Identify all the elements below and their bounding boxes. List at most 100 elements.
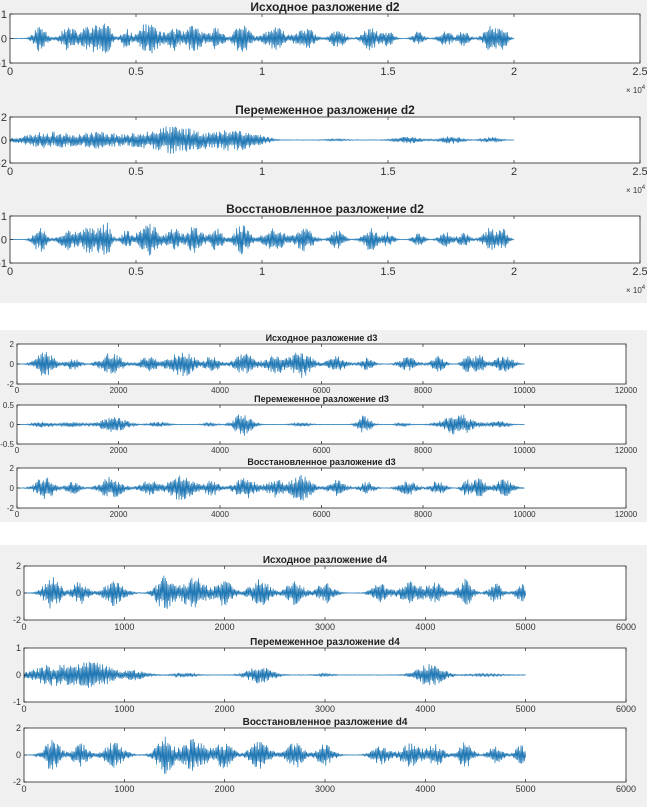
subplot-title: Исходное разложение d4 bbox=[263, 555, 388, 566]
x-tick-label: 0 bbox=[7, 166, 13, 178]
x-tick-label: 3000 bbox=[315, 622, 335, 632]
x-tick-label: 0 bbox=[21, 704, 26, 714]
signal-line bbox=[23, 575, 527, 609]
y-tick-label: 0 bbox=[10, 420, 15, 429]
x-tick-label: 8000 bbox=[414, 386, 432, 395]
x-tick-label: 2.5 bbox=[632, 66, 647, 78]
y-tick-label: -2 bbox=[13, 777, 21, 787]
x-tick-label: 0 bbox=[7, 266, 13, 278]
x-tick-label: 4000 bbox=[415, 704, 435, 714]
x-tick-label: 10000 bbox=[513, 386, 536, 395]
x-tick-label: 2000 bbox=[215, 622, 235, 632]
y-tick-label: -0.5 bbox=[0, 440, 14, 449]
x-tick-label: 6000 bbox=[313, 510, 331, 519]
x-tick-label: 1000 bbox=[114, 622, 134, 632]
x-tick-label: 1 bbox=[259, 66, 265, 78]
y-tick-label: 0 bbox=[10, 484, 15, 493]
x-tick-label: 0 bbox=[15, 446, 20, 455]
signal-line bbox=[16, 474, 525, 501]
subplot-title: Перемеженное разложение d3 bbox=[254, 394, 389, 404]
x-tick-label: 6000 bbox=[616, 784, 636, 794]
subplot-title: Восстановленное разложение d3 bbox=[247, 457, 395, 467]
x-tick-label: 10000 bbox=[513, 446, 536, 455]
x-tick-label: 1.5 bbox=[380, 266, 395, 278]
signal-line bbox=[16, 414, 525, 436]
subplot-title: Восстановленное разложение d4 bbox=[243, 717, 408, 728]
y-tick-label: -1 bbox=[13, 697, 21, 707]
x-tick-label: 3000 bbox=[315, 784, 335, 794]
x-tick-label: 2000 bbox=[110, 446, 128, 455]
x-tick-label: 5000 bbox=[516, 784, 536, 794]
x-tick-label: 2000 bbox=[110, 386, 128, 395]
x-tick-label: 1.5 bbox=[380, 166, 395, 178]
y-tick-label: -2 bbox=[7, 504, 15, 513]
x-tick-label: 12000 bbox=[615, 510, 638, 519]
x-tick-label: 6000 bbox=[616, 622, 636, 632]
subplot-d3-3: 0 2000 4000 6000 8000 10000 12000-202Восстанов… bbox=[7, 457, 638, 519]
x-exponent-label: × 104 bbox=[626, 85, 646, 95]
y-tick-label: 2 bbox=[16, 723, 21, 733]
subplot-title: Исходное разложение d3 bbox=[266, 333, 378, 343]
signal-line bbox=[9, 222, 515, 256]
y-tick-label: 0 bbox=[1, 234, 7, 246]
y-tick-label: 1 bbox=[16, 643, 21, 653]
x-tick-label: 4000 bbox=[211, 510, 229, 519]
y-tick-label: 0 bbox=[16, 670, 21, 680]
x-tick-label: 12000 bbox=[615, 386, 638, 395]
x-exponent-label: × 104 bbox=[626, 185, 646, 195]
x-tick-label: 0.5 bbox=[128, 266, 143, 278]
x-tick-label: 4000 bbox=[415, 622, 435, 632]
y-tick-label: 2 bbox=[16, 561, 21, 571]
x-tick-label: 2 bbox=[511, 66, 517, 78]
x-tick-label: 4000 bbox=[415, 784, 435, 794]
signal-line bbox=[16, 351, 525, 378]
y-tick-label: 0 bbox=[1, 135, 7, 147]
subplot-title: Перемеженное разложение d2 bbox=[235, 103, 415, 117]
x-tick-label: 3000 bbox=[315, 704, 335, 714]
x-tick-label: 2000 bbox=[215, 704, 235, 714]
y-tick-label: 2 bbox=[10, 340, 15, 349]
y-tick-label: -2 bbox=[0, 158, 7, 170]
y-tick-label: 0 bbox=[1, 33, 7, 45]
x-exponent-label: × 104 bbox=[626, 285, 646, 295]
x-tick-label: 8000 bbox=[414, 510, 432, 519]
x-tick-label: 8000 bbox=[414, 446, 432, 455]
y-tick-label: 1 bbox=[1, 211, 7, 223]
y-tick-label: 2 bbox=[1, 112, 7, 124]
x-tick-label: 1.5 bbox=[380, 66, 395, 78]
x-tick-label: 1 bbox=[259, 166, 265, 178]
y-tick-label: 0.5 bbox=[3, 401, 15, 410]
x-tick-label: 0 bbox=[7, 66, 13, 78]
y-tick-label: 1 bbox=[1, 9, 7, 21]
x-tick-label: 2000 bbox=[110, 510, 128, 519]
x-tick-label: 2 bbox=[511, 166, 517, 178]
x-tick-label: 2 bbox=[511, 266, 517, 278]
x-tick-label: 5000 bbox=[516, 622, 536, 632]
x-tick-label: 1000 bbox=[114, 784, 134, 794]
x-tick-label: 6000 bbox=[313, 386, 331, 395]
subplot-title: Перемеженное разложение d4 bbox=[250, 637, 400, 648]
x-tick-label: 0.5 bbox=[128, 66, 143, 78]
x-tick-label: 2000 bbox=[215, 784, 235, 794]
subplot-title: Исходное разложение d2 bbox=[250, 0, 399, 14]
x-tick-label: 0.5 bbox=[128, 166, 143, 178]
x-tick-label: 12000 bbox=[615, 446, 638, 455]
y-tick-label: 2 bbox=[10, 464, 15, 473]
x-tick-label: 1 bbox=[259, 266, 265, 278]
subplot-d4-2: 0 1000 2000 3000 4000 5000 6000-101Перемеженно… bbox=[13, 637, 636, 714]
x-tick-label: 5000 bbox=[516, 704, 536, 714]
signal-line bbox=[23, 661, 526, 688]
x-tick-label: 0 bbox=[21, 622, 26, 632]
y-tick-label: 0 bbox=[16, 588, 21, 598]
x-tick-label: 1000 bbox=[114, 704, 134, 714]
signal-line bbox=[9, 126, 515, 154]
x-tick-label: 10000 bbox=[513, 510, 536, 519]
x-tick-label: 6000 bbox=[313, 446, 331, 455]
x-tick-label: 4000 bbox=[211, 446, 229, 455]
subplot-title: Восстановленное разложение d2 bbox=[226, 202, 424, 216]
